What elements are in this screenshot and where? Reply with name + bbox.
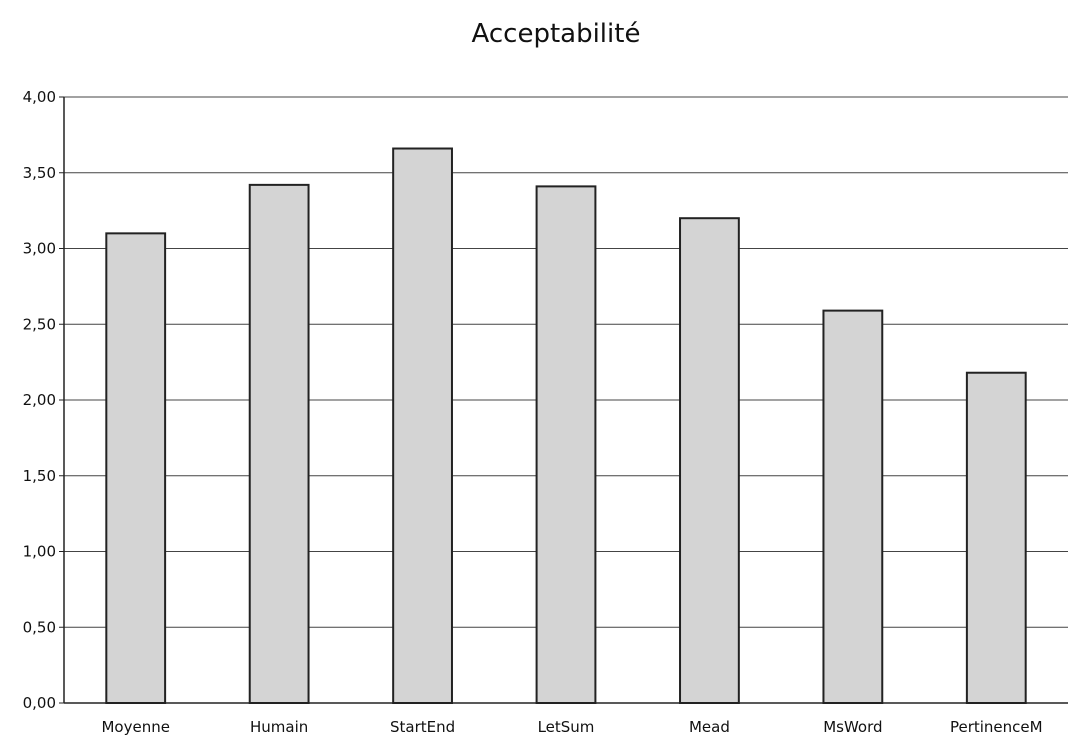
bars — [105, 147, 1027, 704]
bar — [679, 217, 740, 704]
y-tick-labels: 0,00 0,50 1,00 1,50 2,00 2,50 3,00 3,50 4,00 — [23, 88, 56, 712]
y-tick-label: 1,00 — [23, 543, 56, 561]
y-tick-label: 2,50 — [23, 315, 56, 333]
x-tick-label: StartEnd — [390, 718, 455, 736]
x-tick-label: Moyenne — [101, 718, 169, 736]
y-tick-label: 4,00 — [23, 88, 56, 106]
bar — [535, 185, 597, 704]
y-tick-label: 3,00 — [23, 240, 56, 258]
axes — [59, 96, 1068, 704]
x-tick-label: Humain — [250, 718, 308, 736]
bar — [392, 147, 453, 704]
bar — [105, 232, 167, 704]
y-tick-label: 2,00 — [23, 391, 56, 409]
bar — [248, 183, 310, 704]
y-tick-label: 1,50 — [23, 467, 56, 485]
bar — [965, 371, 1027, 704]
x-tick-label: Mead — [689, 718, 730, 736]
chart-title: Acceptabilité — [472, 19, 641, 49]
bar — [822, 309, 884, 704]
y-tick-label: 3,50 — [23, 164, 56, 182]
y-tick-label: 0,00 — [23, 694, 56, 712]
y-tick-label: 0,50 — [23, 618, 56, 636]
x-tick-labels: Moyenne Humain StartEnd LetSum Mead MsWord Per… — [101, 718, 1042, 736]
x-tick-label: PertinenceM — [950, 718, 1043, 736]
x-tick-label: LetSum — [538, 718, 595, 736]
x-tick-label: MsWord — [823, 718, 882, 736]
